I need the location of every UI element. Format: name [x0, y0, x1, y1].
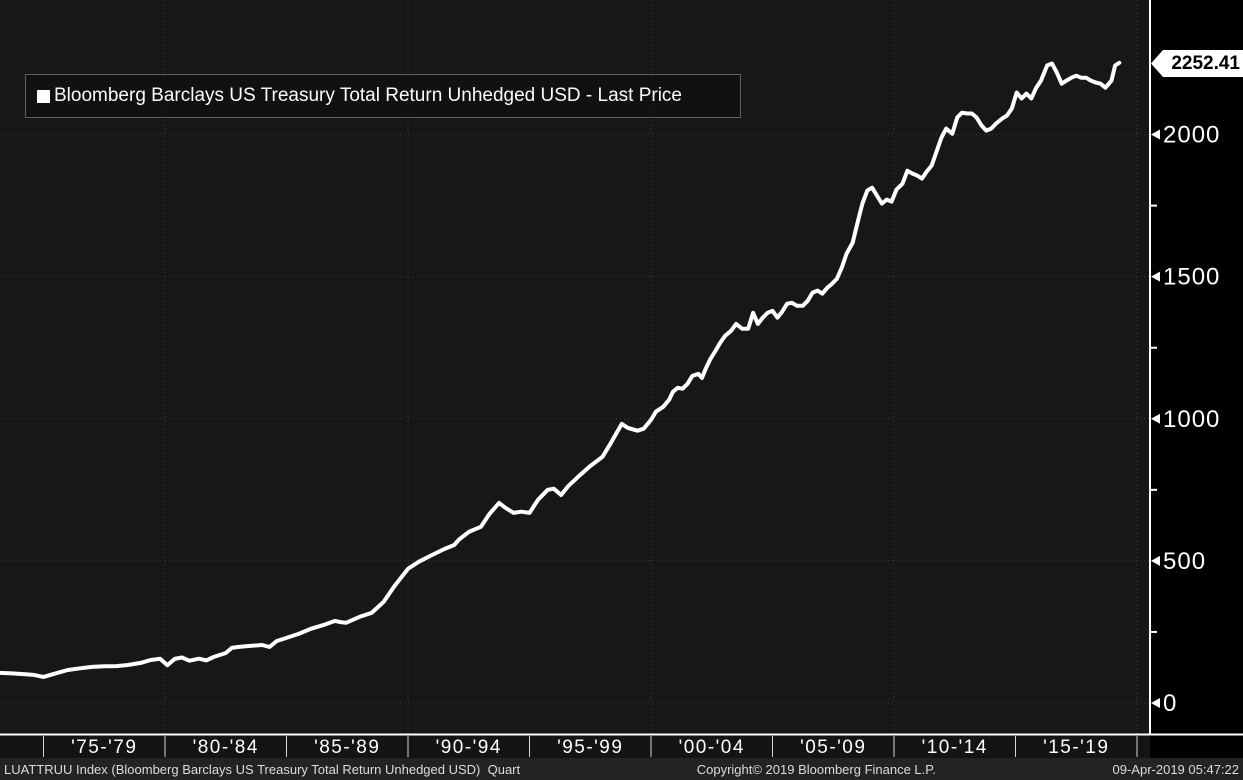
status-ticker-description: LUATTRUU Index (Bloomberg Barclays US Tr… — [4, 761, 521, 777]
last-price-value: 2252.41 — [1171, 52, 1240, 74]
last-price-tag: 2252.41 — [1151, 50, 1243, 77]
legend-label: Bloomberg Barclays US Treasury Total Ret… — [54, 85, 682, 106]
x-axis-label: '85-'89 — [314, 737, 380, 758]
x-axis-label: '90-'94 — [436, 737, 502, 758]
y-axis-label: 1000 — [1163, 406, 1220, 433]
x-axis-label: '00-'04 — [679, 737, 745, 758]
status-timestamp: 09-Apr-2019 05:47:22 — [1112, 761, 1239, 777]
status-bar: LUATTRUU Index (Bloomberg Barclays US Tr… — [0, 758, 1243, 780]
x-axis-label: '95-'99 — [557, 737, 623, 758]
y-tick-arrow — [1151, 129, 1160, 140]
series-swatch-icon — [37, 89, 50, 103]
status-copyright: Copyright© 2019 Bloomberg Finance L.P. — [696, 761, 936, 777]
y-tick-arrow — [1151, 413, 1160, 424]
y-tick-arrow — [1151, 271, 1160, 282]
legend-box[interactable]: Bloomberg Barclays US Treasury Total Ret… — [25, 74, 741, 118]
price-line — [0, 60, 1122, 679]
y-axis-label: 0 — [1163, 690, 1177, 717]
y-tick-arrow — [1151, 555, 1160, 566]
y-axis-label: 500 — [1163, 548, 1206, 575]
x-axis-label: '10-'14 — [922, 737, 988, 758]
y-tick-arrow — [1151, 698, 1160, 708]
x-axis-band — [0, 735, 1150, 758]
y-axis-label: 1500 — [1163, 264, 1220, 291]
y-axis-label: 2000 — [1163, 122, 1220, 149]
x-axis-label: '05-'09 — [800, 737, 866, 758]
x-axis-label: '15-'19 — [1043, 737, 1109, 758]
x-axis-label: '75-'79 — [71, 737, 137, 758]
x-axis-label: '80-'84 — [193, 737, 259, 758]
plot-area — [0, 0, 1150, 734]
